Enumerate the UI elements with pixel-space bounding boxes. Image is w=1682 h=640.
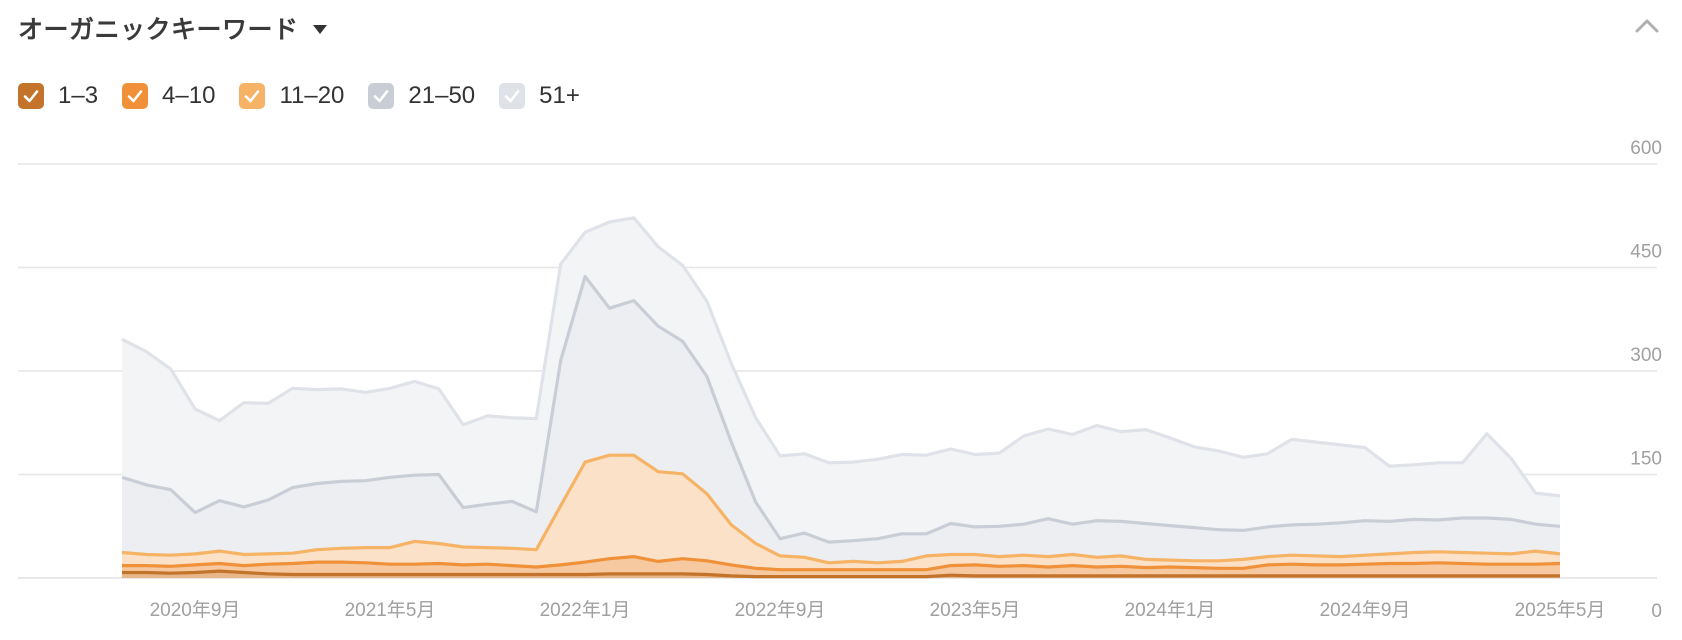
legend-checkbox-check-icon[interactable] bbox=[18, 83, 44, 109]
series-line bbox=[121, 216, 1561, 498]
x-tick-label: 2022年9月 bbox=[735, 599, 826, 621]
legend-label: 21–50 bbox=[408, 82, 476, 109]
legend-item[interactable]: 11–20 bbox=[239, 82, 344, 110]
legend-item[interactable]: 4–10 bbox=[122, 82, 215, 110]
series-area bbox=[122, 556, 1560, 577]
y-tick-label: 600 bbox=[1630, 138, 1662, 159]
x-tick-label: 2025年5月 bbox=[1515, 599, 1606, 621]
legend-checkbox-check-icon[interactable] bbox=[499, 83, 526, 109]
series-area bbox=[122, 455, 1560, 570]
series-line bbox=[122, 569, 1560, 579]
title-dropdown-caret-icon[interactable] bbox=[312, 25, 327, 34]
legend-label: 4–10 bbox=[162, 82, 216, 109]
y-tick-label: 450 bbox=[1630, 242, 1662, 263]
legend-label: 1–3 bbox=[58, 82, 99, 109]
x-tick-label: 2021年5月 bbox=[345, 599, 436, 621]
legend-checkbox-check-icon[interactable] bbox=[368, 83, 395, 109]
legend-label: 11–20 bbox=[279, 82, 345, 109]
legend-label: 51+ bbox=[539, 82, 580, 109]
legend-checkbox-check-icon[interactable] bbox=[239, 83, 266, 109]
legend-item[interactable]: 1–3 bbox=[18, 82, 98, 110]
legend-item[interactable]: 51+ bbox=[499, 82, 580, 110]
series-line bbox=[121, 274, 1561, 544]
series-line bbox=[122, 554, 1561, 572]
series-line bbox=[121, 453, 1561, 565]
x-tick-label: 2022年1月 bbox=[540, 599, 631, 621]
collapse-chevron-up-icon[interactable] bbox=[1634, 16, 1660, 36]
x-tick-label: 2024年1月 bbox=[1125, 599, 1216, 621]
y-tick-label: 300 bbox=[1630, 345, 1662, 366]
chart-legend: 1–3 4–10 11–20 21–50 51+ bbox=[18, 82, 604, 110]
widget-header: オーガニックキーワード bbox=[18, 8, 327, 48]
x-tick-label: 2020年9月 bbox=[150, 599, 241, 621]
y-tick-label: 0 bbox=[1651, 601, 1662, 622]
widget-title: オーガニックキーワード bbox=[18, 15, 299, 44]
x-tick-label: 2023年5月 bbox=[930, 599, 1021, 621]
series-area bbox=[122, 276, 1560, 563]
x-tick-label: 2024年9月 bbox=[1320, 599, 1411, 621]
legend-item[interactable]: 21–50 bbox=[368, 82, 475, 110]
series-area bbox=[122, 217, 1560, 543]
y-tick-label: 150 bbox=[1630, 449, 1662, 470]
legend-checkbox-check-icon[interactable] bbox=[122, 83, 149, 109]
